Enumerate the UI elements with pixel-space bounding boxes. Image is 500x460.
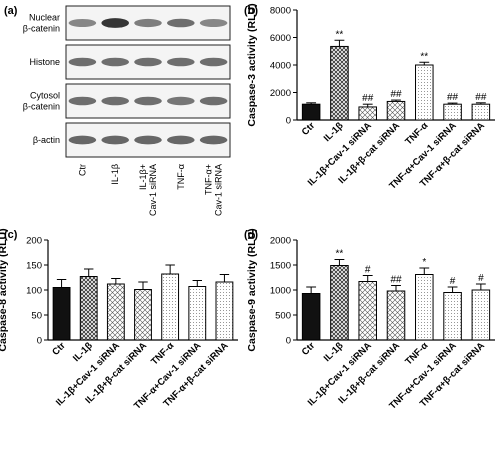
blot-band xyxy=(199,57,228,67)
bar xyxy=(386,290,406,341)
blot-band xyxy=(167,135,195,145)
blot-lane-label: TNF-α xyxy=(176,164,186,190)
y-tick-label: 0 xyxy=(37,335,42,346)
y-axis-title: Caspase-8 activity (RLU) xyxy=(0,228,9,351)
bar xyxy=(79,276,98,341)
significance-marker: ** xyxy=(336,29,344,40)
y-tick-label: 50 xyxy=(31,310,42,321)
y-tick-label: 150 xyxy=(26,260,42,271)
y-tick-label: 6000 xyxy=(270,33,291,44)
significance-marker: * xyxy=(422,257,426,268)
bar xyxy=(443,103,462,121)
x-tick-label: Ctr xyxy=(50,340,68,358)
significance-marker: ## xyxy=(447,92,459,103)
bar xyxy=(471,289,491,341)
y-tick-label: 1000 xyxy=(270,285,291,296)
blot-band xyxy=(134,57,162,67)
bar xyxy=(415,274,434,341)
blot-band xyxy=(134,18,162,28)
blot-band xyxy=(68,135,97,145)
y-tick-label: 0 xyxy=(286,115,291,126)
bar xyxy=(471,103,491,121)
caspase-8-chart: 0 50 100 150 200 Caspase-8 activity (RLU) Ctr I… xyxy=(0,228,238,412)
blot-band xyxy=(167,96,195,106)
blot-band xyxy=(167,57,195,67)
significance-marker: # xyxy=(365,265,371,276)
panel-label-c: (c) xyxy=(4,229,18,241)
blot-lane-label: IL-1β+ xyxy=(138,164,148,190)
blot-row-label: β-catenin xyxy=(23,24,60,34)
bar xyxy=(330,265,349,341)
significance-marker: # xyxy=(478,273,484,284)
bar xyxy=(330,45,349,121)
significance-marker: ** xyxy=(336,249,344,260)
x-tick-label: Ctr xyxy=(300,120,318,138)
panel-label-a: (a) xyxy=(4,5,18,17)
blot-band xyxy=(101,96,129,106)
y-axis-title: Caspase-9 activity (RLU) xyxy=(246,228,258,351)
bar xyxy=(358,281,377,341)
significance-marker: # xyxy=(450,276,456,287)
blot-lane-label: IL-1β xyxy=(110,164,120,185)
bar xyxy=(415,64,434,121)
y-tick-label: 2000 xyxy=(270,88,291,99)
x-tick-label: IL-1β xyxy=(322,340,346,364)
blot-band xyxy=(199,96,228,106)
blot-row-label: Histone xyxy=(29,57,60,67)
blot-band xyxy=(101,135,129,145)
bar xyxy=(358,106,377,121)
caspase-3-chart: 0 2000 4000 6000 8000 Caspase-3 activity (RLU… xyxy=(246,3,495,192)
y-tick-label: 500 xyxy=(275,310,291,321)
blot-band xyxy=(134,135,162,145)
blot-band xyxy=(68,57,97,67)
blot-lane-label: Cav-1 siRNA xyxy=(148,164,158,216)
significance-marker: ## xyxy=(475,92,487,103)
x-tick-label: IL-1β xyxy=(71,340,95,364)
bar xyxy=(188,286,207,341)
blot-row-label: Cytosol xyxy=(30,91,60,101)
x-tick-label: IL-1β xyxy=(322,120,346,144)
y-tick-label: 0 xyxy=(286,335,291,346)
y-axis-title: Caspase-3 activity (RLU) xyxy=(246,3,258,126)
blot-band xyxy=(134,96,162,106)
bar xyxy=(134,289,152,341)
panel-label-d: (d) xyxy=(244,229,258,241)
caspase-9-chart: 0 500 1000 1500 2000 Caspase-9 activity (RLU)… xyxy=(246,228,495,412)
y-tick-label: 100 xyxy=(26,285,42,296)
significance-marker: ## xyxy=(390,275,402,286)
panel-label-b: (b) xyxy=(244,5,258,17)
blot-row-label: β-catenin xyxy=(23,102,60,112)
blot-band xyxy=(101,18,129,28)
western-blot: Nuclearβ-cateninHistoneCytosolβ-cateninβ… xyxy=(23,5,231,216)
blot-band xyxy=(199,18,228,28)
significance-marker: ## xyxy=(390,89,402,100)
bar xyxy=(215,281,234,341)
bar xyxy=(106,283,125,341)
bar xyxy=(301,103,321,121)
blot-row-label: Nuclear xyxy=(29,13,60,23)
bar xyxy=(52,287,71,341)
blot-band xyxy=(199,135,228,145)
y-tick-label: 8000 xyxy=(270,5,291,16)
significance-marker: ** xyxy=(420,51,428,62)
blot-band xyxy=(101,57,129,67)
significance-marker: ## xyxy=(362,93,374,104)
y-tick-label: 1500 xyxy=(270,260,291,271)
blot-lane-label: Ctr xyxy=(77,164,87,176)
blot-lane-label: Cav-1 siRNA xyxy=(214,164,224,216)
blot-band xyxy=(68,18,97,28)
y-tick-label: 4000 xyxy=(270,60,291,71)
x-tick-label: Ctr xyxy=(300,340,318,358)
bar xyxy=(443,292,462,341)
blot-lane-label: TNF-α+ xyxy=(204,164,214,195)
blot-band xyxy=(167,18,195,28)
bar xyxy=(301,293,321,341)
y-tick-label: 2000 xyxy=(270,235,291,246)
y-tick-label: 200 xyxy=(26,235,42,246)
bar xyxy=(386,100,406,121)
bar xyxy=(161,273,180,341)
blot-band xyxy=(68,96,97,106)
blot-row-label: β-actin xyxy=(33,135,60,145)
